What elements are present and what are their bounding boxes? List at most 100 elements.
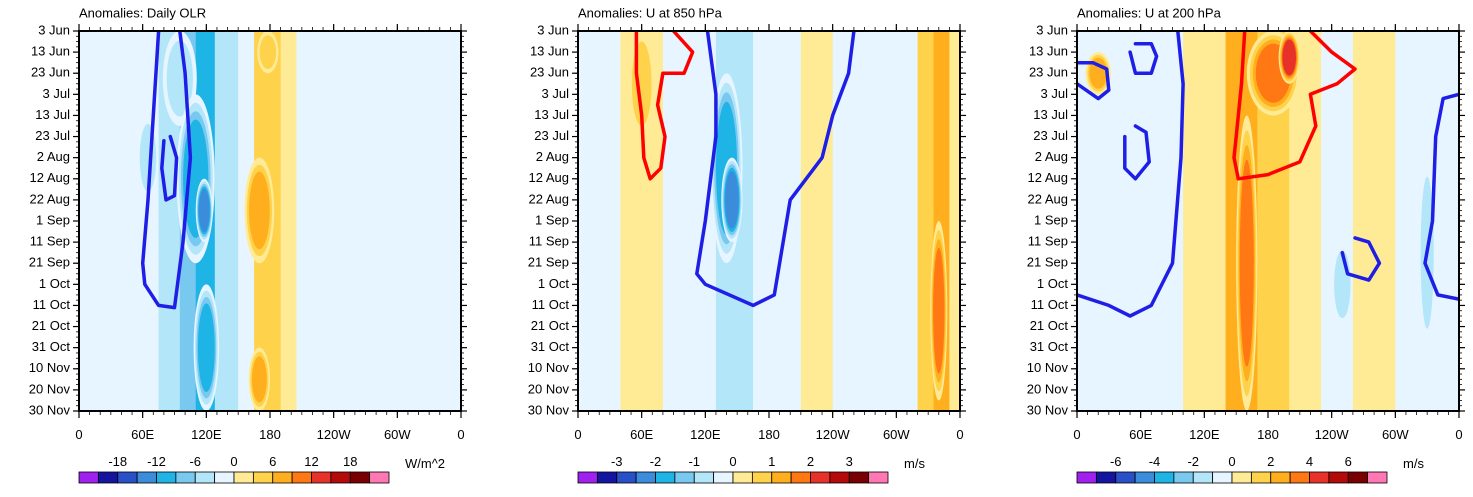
anomaly-band bbox=[397, 31, 420, 411]
x-tick-label: 120E bbox=[1189, 427, 1220, 442]
y-tick-label: 3 Jul bbox=[542, 86, 570, 101]
y-tick-label: 23 Jul bbox=[534, 128, 569, 143]
anomaly-band bbox=[832, 31, 865, 411]
colorbar-swatch bbox=[194, 471, 216, 484]
colorbar-label: -2 bbox=[650, 454, 662, 469]
y-tick-label: 3 Jun bbox=[38, 22, 70, 37]
anomaly-blob bbox=[251, 356, 267, 403]
panel-title: Anomalies: Daily OLR bbox=[79, 5, 206, 20]
anomaly-band bbox=[296, 31, 335, 411]
x-tick-label: 60W bbox=[1382, 427, 1409, 442]
y-tick-label: 1 Oct bbox=[538, 276, 569, 291]
colorbar-label: 4 bbox=[1306, 454, 1313, 469]
colorbar-swatch bbox=[78, 471, 99, 484]
x-tick-label: 0 bbox=[457, 427, 464, 442]
field bbox=[1077, 31, 1459, 411]
y-tick-label: 23 Jul bbox=[35, 128, 70, 143]
blue-contour bbox=[1077, 31, 1185, 318]
anomaly-blob bbox=[725, 171, 739, 229]
y-tick-label: 1 Oct bbox=[39, 276, 70, 291]
colorbar-label: 0 bbox=[230, 454, 237, 469]
y-tick-label: 11 Oct bbox=[33, 297, 71, 312]
x-tick-label: 0 bbox=[1073, 427, 1080, 442]
panel-1: Anomalies: Daily OLR 3 Jun 13 Jun 23 Jun 3 J… bbox=[29, 5, 467, 484]
colorbar-swatch bbox=[1328, 471, 1349, 484]
anomaly-band bbox=[917, 31, 934, 411]
colorbar-swatch bbox=[214, 471, 235, 484]
colorbar-label: 1 bbox=[768, 454, 775, 469]
y-tick-label: 20 Nov bbox=[29, 381, 71, 396]
y-tick-label: 10 Nov bbox=[1027, 360, 1069, 375]
colorbar-label: -6 bbox=[1110, 454, 1122, 469]
colorbar-swatch bbox=[330, 471, 351, 484]
x-tick-label: 120W bbox=[317, 427, 352, 442]
blue-contour bbox=[140, 31, 193, 310]
y-tick-label: 30 Nov bbox=[528, 402, 570, 417]
anomaly-band bbox=[333, 31, 366, 411]
colorbar: -18 -12 -6 0 6 12 18 W/m^2 bbox=[78, 454, 445, 484]
colorbar-swatch bbox=[655, 471, 676, 484]
y-tick-label: 22 Aug bbox=[30, 191, 71, 206]
x-tick-label: 180 bbox=[1257, 427, 1279, 442]
colorbar-swatch bbox=[117, 471, 138, 484]
x-tick-label: 180 bbox=[259, 427, 281, 442]
colorbar-swatch bbox=[1212, 471, 1233, 484]
y-tick-label: 20 Nov bbox=[528, 381, 570, 396]
y-tick-label: 13 Jul bbox=[35, 107, 70, 122]
colorbar-swatch bbox=[596, 471, 618, 484]
y-tick-label: 3 Jun bbox=[537, 22, 569, 37]
colorbar-swatch bbox=[1231, 471, 1252, 484]
panel-title: Anomalies: U at 850 hPa bbox=[578, 5, 723, 20]
anomaly-band bbox=[896, 31, 919, 411]
x-tick-label: 60E bbox=[630, 427, 653, 442]
anomaly-band bbox=[121, 31, 160, 411]
anomaly-band bbox=[662, 31, 696, 411]
y-tick-label: 3 Jun bbox=[1036, 22, 1068, 37]
red-contour bbox=[634, 31, 695, 181]
colorbar-swatch bbox=[252, 471, 274, 484]
colorbar-label: 2 bbox=[807, 454, 814, 469]
colorbar-swatch bbox=[1076, 471, 1097, 484]
colorbar-swatch bbox=[635, 471, 656, 484]
colorbar-label: -3 bbox=[611, 454, 623, 469]
colorbar-label: -6 bbox=[189, 454, 201, 469]
colorbar-units: W/m^2 bbox=[405, 456, 445, 471]
y-tick-label: 11 Sep bbox=[30, 234, 70, 249]
y-tick-label: 12 Aug bbox=[30, 170, 71, 185]
colorbar-swatch bbox=[693, 471, 715, 484]
x-tick-label: 60E bbox=[131, 427, 154, 442]
anomaly-band bbox=[599, 31, 621, 411]
anomaly-band bbox=[105, 31, 122, 411]
colorbar-label: 0 bbox=[729, 454, 736, 469]
anomaly-blob bbox=[197, 303, 215, 392]
y-tick-label: 21 Oct bbox=[32, 318, 71, 333]
anomaly-band bbox=[1352, 31, 1396, 411]
y-tick-label: 31 Oct bbox=[1030, 339, 1069, 354]
colorbar-swatch bbox=[233, 471, 254, 484]
y-tick-label: 11 Oct bbox=[1031, 297, 1069, 312]
colorbar-swatch bbox=[829, 471, 850, 484]
colorbar-swatch bbox=[810, 471, 831, 484]
anomaly-blob bbox=[1334, 250, 1351, 319]
colorbar-swatch bbox=[1270, 471, 1291, 484]
anomaly-blob bbox=[248, 171, 270, 250]
anomaly-band bbox=[1443, 31, 1459, 411]
y-tick-label: 12 Aug bbox=[1028, 170, 1069, 185]
blue-contour bbox=[1423, 92, 1459, 301]
y-tick-label: 23 Jul bbox=[1033, 128, 1068, 143]
colorbar-swatch bbox=[790, 471, 811, 484]
panel-2: Anomalies: U at 850 hPa 3 Jun 13 Jun 23 Jun… bbox=[528, 5, 966, 484]
colorbar-label: 6 bbox=[269, 454, 276, 469]
colorbar-swatch bbox=[868, 471, 889, 484]
y-tick-label: 20 Nov bbox=[1027, 381, 1069, 396]
colorbar-swatch bbox=[1289, 471, 1310, 484]
y-tick-label: 11 Sep bbox=[1028, 234, 1068, 249]
anomaly-band bbox=[214, 31, 239, 411]
colorbar-label: -4 bbox=[1149, 454, 1161, 469]
colorbar-swatch bbox=[1347, 471, 1369, 484]
y-tick-label: 22 Aug bbox=[529, 191, 570, 206]
y-tick-label: 1 Sep bbox=[36, 212, 70, 227]
y-tick-label: 21 Sep bbox=[528, 255, 569, 270]
colorbar-swatch bbox=[272, 471, 293, 484]
